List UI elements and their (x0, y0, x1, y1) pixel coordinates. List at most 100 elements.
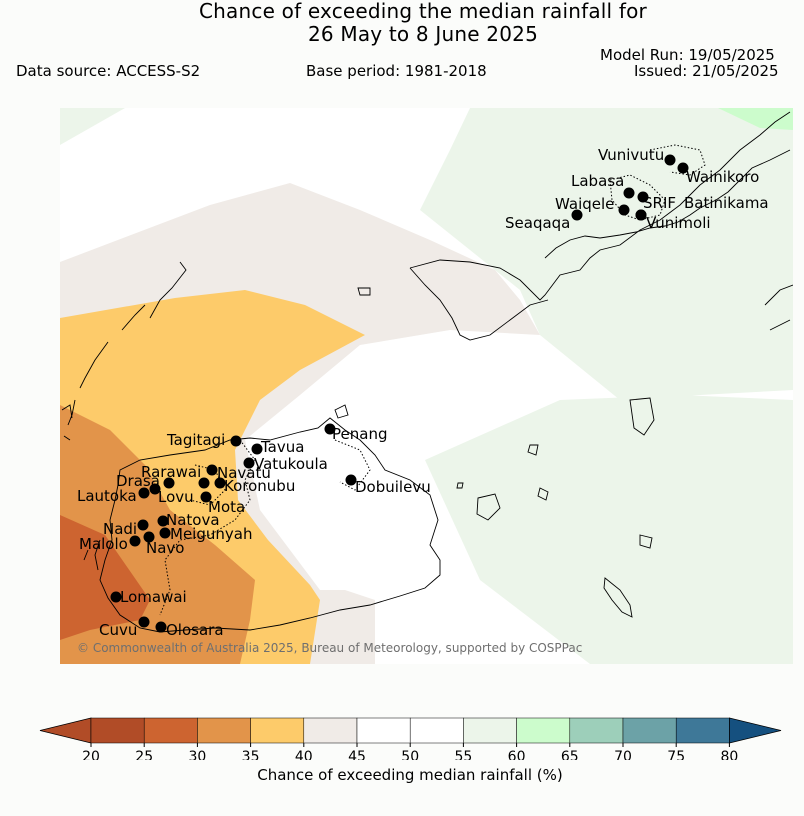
station-label: Drasa (116, 472, 160, 490)
coast-islet-4 (357, 287, 371, 296)
colorbar-cell (250, 717, 305, 744)
colorbar-cell (356, 717, 411, 744)
colorbar-cell (569, 717, 624, 744)
boundary-northern (609, 174, 666, 221)
station-marker (637, 191, 649, 203)
colorbar-tick-label: 70 (614, 749, 632, 760)
station-label: Navo (146, 539, 184, 557)
colorbar-tick-label: 25 (135, 749, 153, 760)
coast-islet-3 (639, 534, 653, 549)
coast-taveuni (764, 284, 793, 331)
coast-kadavu (603, 577, 633, 618)
map-title: Chance of exceeding the median rainfall … (0, 0, 804, 46)
station-marker (214, 477, 226, 489)
station-marker (149, 483, 161, 495)
station-label: Seaqaqa (505, 214, 570, 232)
colorbar-tick-label: 20 (82, 749, 100, 760)
colorbar: 20 25 30 35 40 45 50 55 60 65 70 75 80 (39, 717, 782, 760)
station-label: Lovu (158, 488, 194, 506)
rainfall-map: Vunivutu Wainikoro Labasa Waiqele SRIF Batini… (60, 108, 793, 664)
station-label: Vunivutu (598, 146, 664, 164)
colorbar-cell (675, 717, 730, 744)
colorbar-tick-label: 80 (720, 749, 738, 760)
station-drasa: Drasa (116, 472, 161, 495)
zone-55-60-northeast (420, 108, 793, 400)
station-label: Olosara (166, 621, 224, 639)
station-label: Penang (332, 425, 387, 443)
station-tavua: Tavua (251, 438, 304, 456)
station-layer: Vunivutu Wainikoro Labasa Waiqele SRIF Batini… (77, 146, 769, 639)
station-meigunyah: Meigunyah (159, 525, 252, 543)
station-tagitagi: Tagitagi (166, 431, 242, 449)
station-marker (635, 209, 647, 221)
station-marker (155, 621, 167, 633)
title-line-2: 26 May to 8 June 2025 (307, 22, 539, 46)
station-nadi: Nadi (103, 519, 149, 538)
station-navo: Navo (143, 531, 184, 557)
zone-55-60-southeast (425, 395, 793, 664)
station-label: Mota (208, 498, 245, 516)
station-marker (324, 423, 336, 435)
boundary-western (159, 439, 256, 616)
colorbar-extend-low (39, 717, 92, 744)
station-label: Batinikama (684, 194, 769, 212)
coast-vanua-levu-south (409, 267, 549, 341)
station-marker (163, 477, 175, 489)
station-marker (198, 477, 210, 489)
coast-islet-6 (334, 404, 349, 419)
station-label: Koronubu (224, 477, 295, 495)
colorbar-cells (39, 717, 782, 744)
station-malolo: Malolo (79, 535, 141, 553)
station-label: Tavua (260, 438, 304, 456)
station-srif: SRIF (637, 191, 676, 212)
station-navatu: Navatu (198, 464, 271, 489)
station-marker (206, 464, 218, 476)
boundary-east (334, 439, 371, 491)
colorbar-cell (463, 717, 517, 744)
colorbar-tick-label: 35 (242, 749, 260, 760)
station-marker (571, 209, 583, 221)
zone-60-65 (718, 108, 793, 130)
station-marker (230, 435, 242, 447)
station-vunivutu: Vunivutu (598, 146, 676, 166)
coast-islet-1 (527, 444, 539, 456)
station-marker (138, 487, 150, 499)
station-label: Malolo (79, 535, 128, 553)
station-marker (137, 519, 149, 531)
coast-viti-levu (99, 417, 441, 633)
coastlines (61, 111, 793, 633)
colorbar-cell (516, 717, 571, 744)
station-label: Dobuilevu (355, 478, 431, 496)
colorbar-tick-label: 40 (295, 749, 313, 760)
station-marker (677, 162, 689, 174)
station-marker (138, 616, 150, 628)
station-marker (664, 154, 676, 166)
station-natova: Natova (157, 511, 220, 529)
zone-55-60-topleft (60, 108, 125, 145)
coast-koro (629, 397, 655, 436)
colorbar-tick-label: 45 (348, 749, 366, 760)
station-vatukoula: Vatukoula (243, 455, 328, 473)
station-label: Navatu (217, 464, 271, 482)
station-marker (200, 491, 212, 503)
colorbar-tick-label: 30 (188, 749, 206, 760)
base-period: Base period: 1981-2018 (306, 62, 487, 80)
station-label: Nadi (103, 520, 137, 538)
district-boundaries (159, 144, 706, 616)
station-label: Lautoka (77, 487, 137, 505)
colorbar-cell (622, 717, 677, 744)
station-rarawai: Rarawai (141, 463, 218, 481)
colorbar-label: Chance of exceeding median rainfall (%) (257, 766, 563, 784)
station-marker (129, 535, 141, 547)
station-labasa: Labasa (571, 172, 635, 199)
station-label: Cuvu (99, 621, 137, 639)
colorbar-extend-high (729, 717, 782, 744)
coast-mamanuca (83, 539, 101, 571)
copyright-notice: © Commonwealth of Australia 2025, Bureau… (77, 641, 583, 655)
coast-gau (476, 493, 501, 521)
colorbar-ticks: 20 25 30 35 40 45 50 55 60 65 70 75 80 (82, 743, 738, 760)
colorbar-cell (409, 717, 464, 744)
station-marker (251, 443, 263, 455)
probability-contours (60, 108, 793, 664)
station-waiqele: Waiqele (555, 195, 630, 216)
